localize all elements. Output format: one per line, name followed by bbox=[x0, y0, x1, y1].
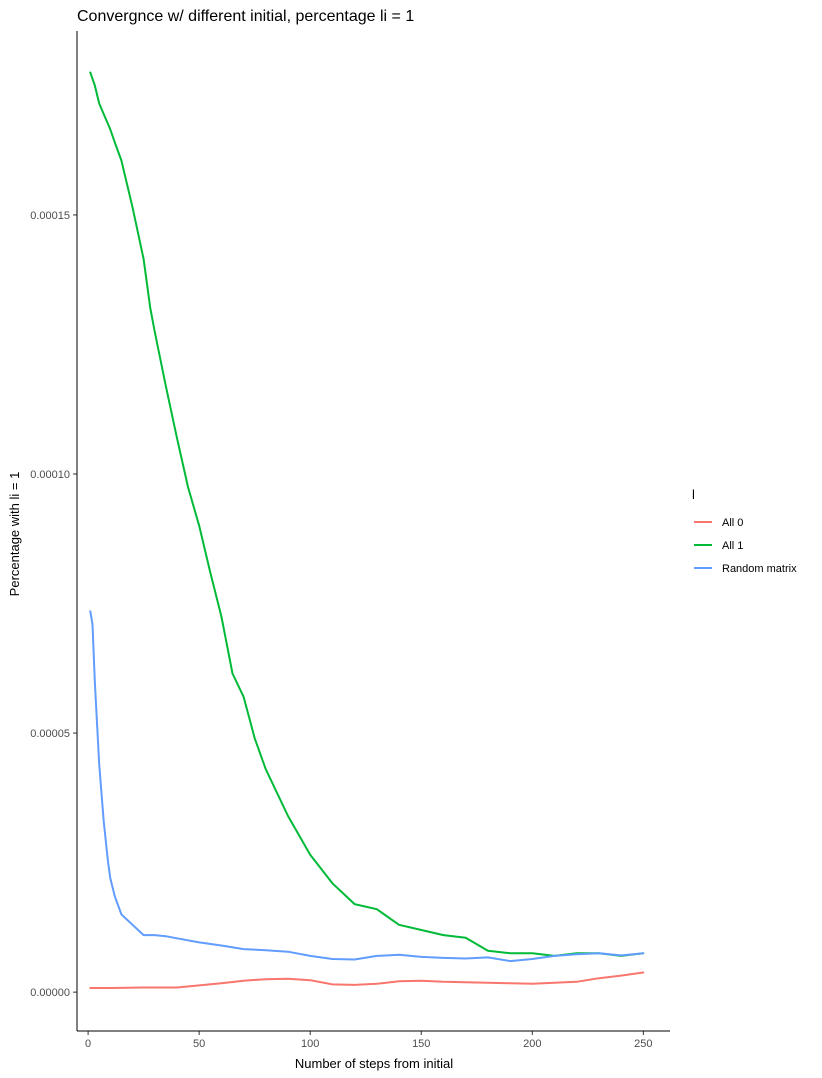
x-tick-label: 150 bbox=[412, 1038, 430, 1050]
plot-area bbox=[89, 71, 645, 989]
x-axis-label: Number of steps from initial bbox=[295, 1056, 453, 1071]
series-line-all-0 bbox=[89, 971, 645, 989]
x-tick-label: 50 bbox=[193, 1038, 205, 1050]
legend-entry-label: All 0 bbox=[722, 517, 743, 529]
legend-entry-label: Random matrix bbox=[722, 563, 797, 575]
x-tick-label: 200 bbox=[523, 1038, 541, 1050]
y-axis-ticks: 0.00000 0.00005 0.00010 0.00015 bbox=[30, 210, 77, 999]
legend-entry-label: All 1 bbox=[722, 540, 743, 552]
x-tick-label: 250 bbox=[634, 1038, 652, 1050]
series-line-random-matrix bbox=[89, 610, 645, 963]
x-tick-label: 100 bbox=[301, 1038, 319, 1050]
y-tick-label: 0.00015 bbox=[30, 210, 70, 222]
legend-title: l bbox=[692, 487, 695, 502]
x-axis-ticks: 0 50 100 150 200 250 bbox=[85, 1031, 653, 1050]
series-line-all-1 bbox=[89, 71, 645, 957]
y-tick-label: 0.00010 bbox=[30, 469, 70, 481]
y-tick-label: 0.00000 bbox=[30, 987, 70, 999]
x-tick-label: 0 bbox=[85, 1038, 91, 1050]
y-tick-label: 0.00005 bbox=[30, 728, 70, 740]
chart-title: Convergnce w/ different initial, percent… bbox=[77, 8, 414, 25]
y-axis-label: Percentage with li = 1 bbox=[7, 472, 22, 597]
legend: l All 0 All 1 Random matrix bbox=[692, 487, 797, 575]
